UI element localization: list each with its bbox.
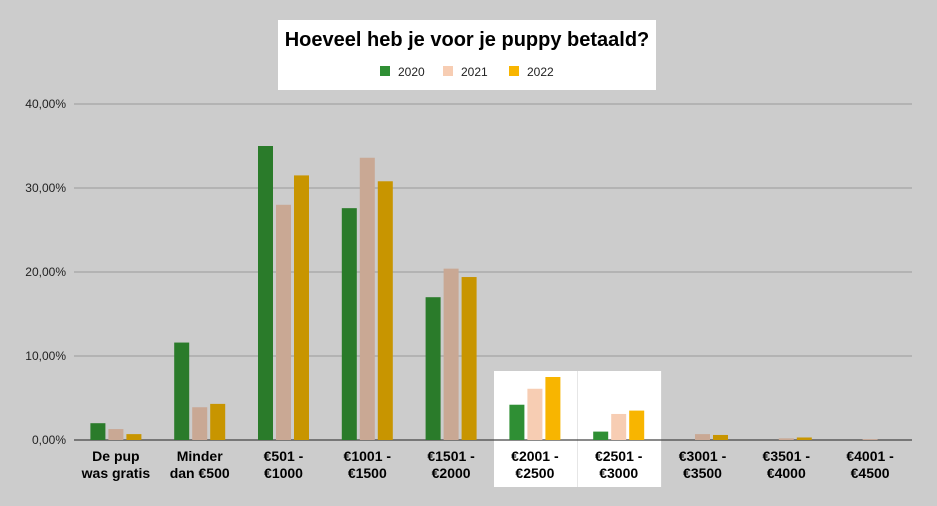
bar-2021-cat2 bbox=[276, 204, 291, 440]
bar-2021-cat5 bbox=[527, 388, 543, 440]
x-tick-label: €3501 -€4000 bbox=[763, 448, 811, 481]
bar-2022-cat0 bbox=[126, 434, 142, 440]
title-box: Hoeveel heb je voor je puppy betaald? 20… bbox=[278, 20, 656, 90]
legend-label-2022: 2022 bbox=[527, 65, 554, 79]
bars bbox=[90, 146, 878, 440]
bar-2022-cat6 bbox=[629, 410, 645, 440]
bar-2020-cat2 bbox=[258, 146, 273, 440]
x-tick-label: De pup was gratis bbox=[81, 448, 151, 481]
bar-2022-cat7 bbox=[713, 434, 728, 440]
bar-2022-cat8 bbox=[796, 437, 812, 440]
bar-2020-cat0 bbox=[90, 423, 106, 440]
x-tick-label: €1501 -€2000 bbox=[427, 448, 475, 481]
bar-2020-cat1 bbox=[174, 342, 190, 440]
bar-2022-cat2 bbox=[294, 175, 309, 440]
chart-title: Hoeveel heb je voor je puppy betaald? bbox=[285, 29, 650, 51]
bar-2022-cat4 bbox=[461, 277, 477, 440]
x-tick-label: €501 -€1000 bbox=[264, 448, 304, 481]
bar-2021-cat8 bbox=[778, 438, 794, 440]
title-box-background bbox=[278, 20, 656, 90]
y-tick-label: 40,00% bbox=[25, 97, 66, 111]
legend: 2020 2021 2022 bbox=[380, 65, 554, 79]
bar-2022-cat1 bbox=[210, 403, 226, 440]
bar-2021-cat1 bbox=[192, 407, 208, 440]
bar-2021-cat4 bbox=[443, 268, 459, 440]
legend-swatch-2021 bbox=[443, 66, 453, 76]
x-axis: De pup was gratis Minder dan €500 €501 -€100… bbox=[81, 448, 895, 481]
bar-2021-cat6 bbox=[611, 413, 627, 440]
x-tick-label: €3001 -€3500 bbox=[679, 448, 727, 481]
highlight-boxes bbox=[494, 371, 662, 487]
bar-2021-cat0 bbox=[108, 429, 124, 440]
y-tick-label: 30,00% bbox=[25, 181, 66, 195]
bar-2020-cat4 bbox=[425, 297, 441, 440]
y-tick-label: 20,00% bbox=[25, 265, 66, 279]
bar-2020-cat6 bbox=[593, 431, 609, 440]
x-tick-label: Minder dan €500 bbox=[170, 448, 230, 481]
legend-label-2020: 2020 bbox=[398, 65, 425, 79]
x-tick-label: €4001 -€4500 bbox=[846, 448, 894, 481]
legend-swatch-2022 bbox=[509, 66, 519, 76]
bar-2020-cat3 bbox=[341, 208, 357, 440]
bar-2021-cat3 bbox=[359, 157, 375, 440]
bar-2021-cat7 bbox=[695, 434, 710, 440]
legend-label-2021: 2021 bbox=[461, 65, 488, 79]
y-tick-label: 10,00% bbox=[25, 349, 66, 363]
y-axis: 0,00% 10,00% 20,00% 30,00% 40,00% bbox=[25, 97, 66, 447]
legend-swatch-2020 bbox=[380, 66, 390, 76]
bar-2022-cat3 bbox=[377, 181, 393, 440]
bar-2022-cat5 bbox=[545, 377, 561, 440]
y-tick-label: 0,00% bbox=[32, 433, 66, 447]
bar-2020-cat5 bbox=[509, 404, 525, 440]
bar-2021-cat9 bbox=[862, 439, 878, 440]
x-tick-label: €2001 -€2500 bbox=[511, 448, 559, 481]
x-tick-label: €2501 -€3000 bbox=[595, 448, 643, 481]
x-tick-label: €1001 -€1500 bbox=[344, 448, 392, 481]
